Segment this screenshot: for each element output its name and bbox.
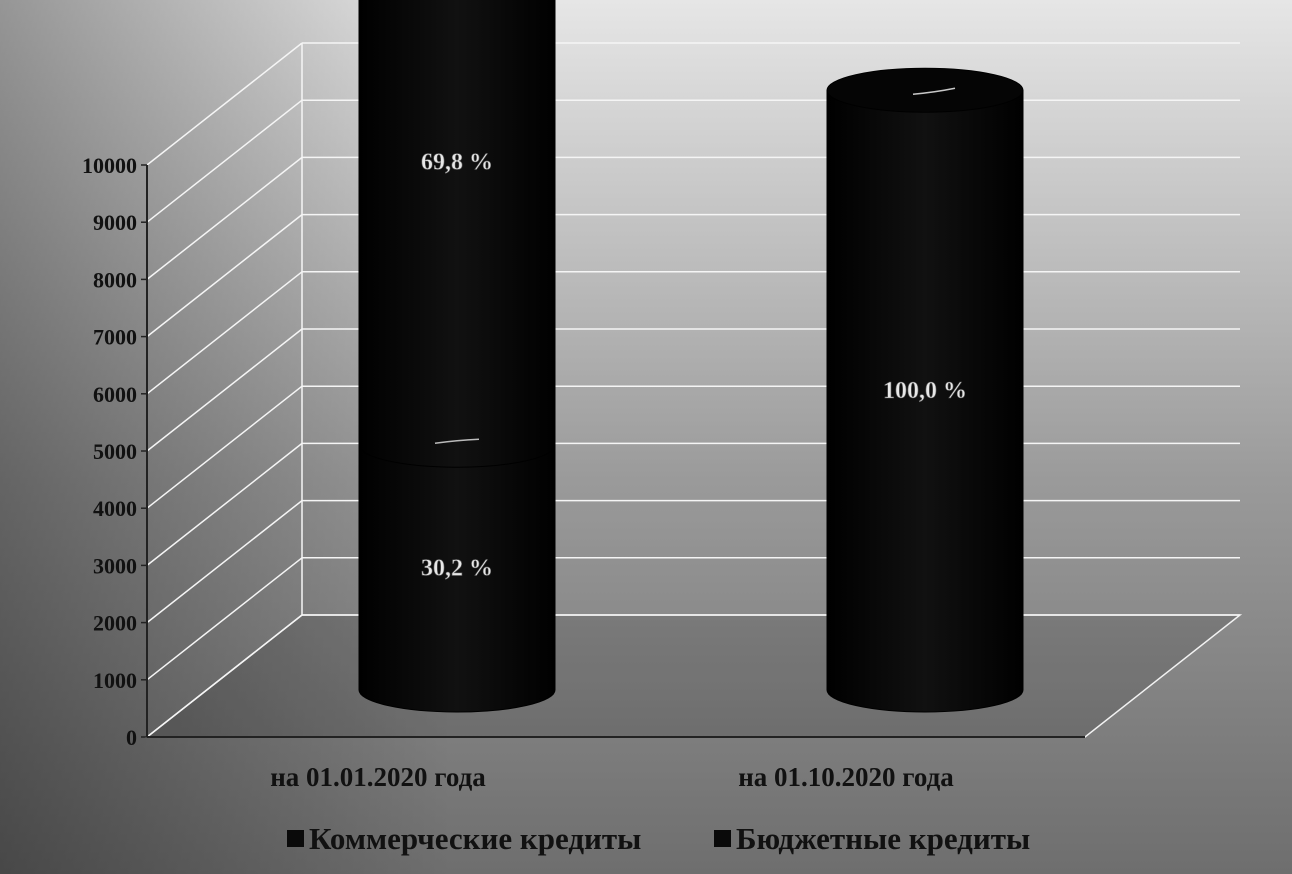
segment-seam (434, 438, 480, 444)
side-gridline (146, 557, 303, 681)
data-label-0-0: 30,2 % (421, 556, 493, 582)
cap-highlight (912, 87, 956, 95)
y-tick-label: 0 (126, 725, 137, 750)
y-tick-label: 5000 (93, 439, 137, 464)
bar-cap-1 (826, 67, 1024, 113)
bar-1-1 (826, 89, 1024, 713)
category-label-1: на 01.10.2020 года (738, 762, 954, 792)
side-gridline (146, 614, 303, 738)
data-label-1-0: 69,8 % (421, 150, 493, 176)
y-tick-label: 8000 (93, 267, 137, 292)
y-tick-label: 10000 (82, 153, 137, 178)
side-gridline (146, 500, 303, 624)
y-tick-label: 4000 (93, 496, 137, 521)
side-gridline (146, 442, 303, 566)
y-tick-label: 7000 (93, 325, 137, 350)
side-gridline (146, 156, 303, 280)
side-gridline (146, 214, 303, 338)
chart-floor (144, 614, 1243, 738)
y-tick-label: 1000 (93, 668, 137, 693)
bars (358, 0, 1024, 713)
y-tick-label: 9000 (93, 210, 137, 235)
x-axis: на 01.01.2020 года на 01.10.2020 года (270, 762, 954, 792)
bar-0-0 (358, 444, 556, 713)
legend-swatch-1 (714, 830, 731, 847)
legend-label-1: Бюджетные кредиты (736, 821, 1030, 856)
legend-swatch-0 (287, 830, 304, 847)
y-axis: 0 1000 2000 3000 4000 5000 6000 7000 8000 9000 100… (82, 153, 1085, 750)
side-gridline (146, 99, 303, 223)
legend: Коммерческие кредиты Бюджетные кредиты (287, 821, 1030, 856)
y-tick-label: 6000 (93, 382, 137, 407)
side-gridline (146, 328, 303, 452)
side-gridline (146, 42, 303, 166)
side-gridline (146, 271, 303, 395)
side-gridline (146, 385, 303, 509)
data-label-1-1: 100,0 % (883, 378, 967, 404)
legend-label-0: Коммерческие кредиты (309, 821, 641, 856)
y-tick-label: 2000 (93, 611, 137, 636)
y-tick-label: 3000 (93, 553, 137, 578)
category-label-0: на 01.01.2020 года (270, 762, 486, 792)
data-labels: 30,2 % 69,8 % 100,0 % (421, 149, 968, 582)
bar-1-0 (358, 0, 556, 468)
